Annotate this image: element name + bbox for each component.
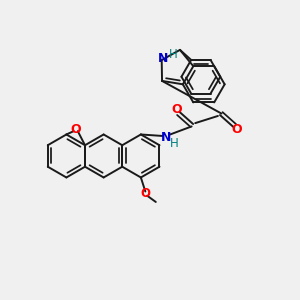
Text: H: H <box>170 137 179 150</box>
Text: N: N <box>158 52 168 65</box>
Text: O: O <box>231 124 242 136</box>
Text: O: O <box>70 123 81 136</box>
Text: H: H <box>169 48 178 61</box>
Text: N: N <box>161 131 171 144</box>
Text: O: O <box>140 188 150 200</box>
Text: O: O <box>171 103 182 116</box>
